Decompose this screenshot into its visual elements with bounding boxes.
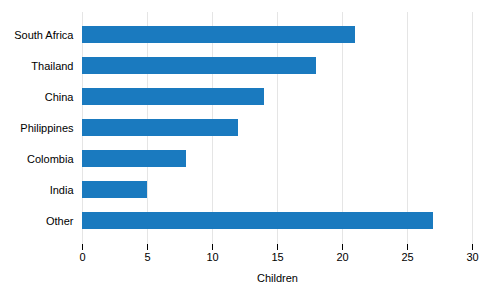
svg-text:Other: Other — [46, 215, 74, 227]
svg-text:5: 5 — [144, 251, 150, 263]
svg-text:25: 25 — [401, 251, 413, 263]
svg-text:Thailand: Thailand — [31, 60, 73, 72]
svg-text:India: India — [50, 184, 75, 196]
svg-text:0: 0 — [79, 251, 85, 263]
svg-text:Philippines: Philippines — [20, 122, 74, 134]
svg-text:Children: Children — [257, 272, 298, 284]
svg-text:Colombia: Colombia — [27, 153, 74, 165]
svg-text:15: 15 — [271, 251, 283, 263]
svg-text:South Africa: South Africa — [14, 29, 74, 41]
svg-text:30: 30 — [466, 251, 478, 263]
svg-text:10: 10 — [206, 251, 218, 263]
svg-text:20: 20 — [336, 251, 348, 263]
svg-text:China: China — [45, 91, 75, 103]
